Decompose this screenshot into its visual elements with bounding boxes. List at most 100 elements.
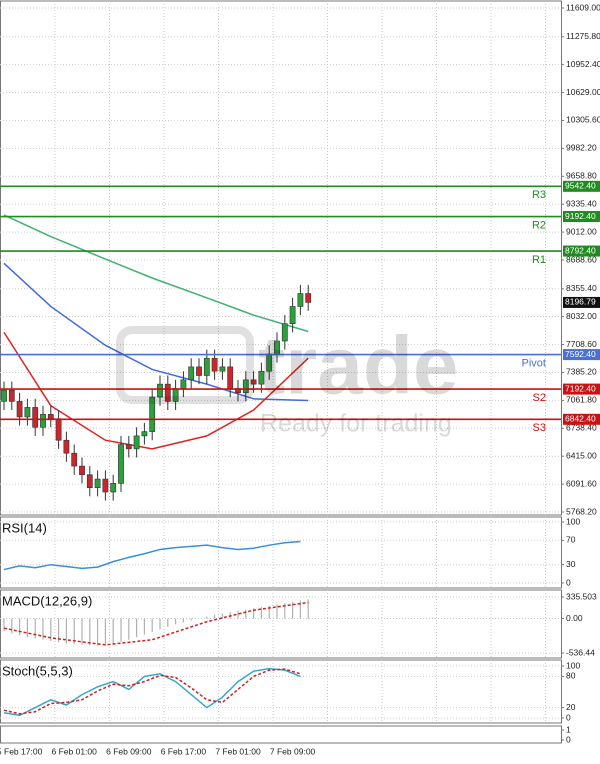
y-tick-label: 0 [566,734,571,744]
candle-body [55,418,62,441]
candle-body [40,414,46,428]
y-tick-label: 7708.60 [566,339,597,349]
y-tick-label: 80 [566,671,576,681]
candle-body [188,366,195,381]
watermark: trade Ready for trading [116,321,459,438]
indicator-line [3,262,309,402]
y-tick-label: 7061.80 [566,395,597,405]
indicator-line [3,668,301,715]
candle-body [32,407,39,428]
candle-body [180,379,187,389]
plot-area [3,667,301,717]
candle-body [79,465,85,476]
candle-body [227,366,234,389]
y-tick-label: 100 [566,660,580,670]
candle-body [164,383,171,402]
candle-body [250,379,257,385]
candle-body [289,306,296,325]
level-name: R3 [532,189,546,201]
level-label: 7592.40 [565,349,596,359]
candle-body [203,357,210,376]
last-price-box [563,296,600,308]
candle-body [8,389,15,402]
y-tick-label: 70 [566,535,576,545]
level-label-box [563,211,600,223]
y-tick-label: 9982.20 [566,143,597,153]
candle-body [47,414,54,419]
level-name: S3 [533,422,546,434]
y-tick-label: 30 [566,559,576,569]
y-tick-label: 8032.00 [566,311,597,321]
x-tick-label: 6 Feb 01:00 [52,746,98,756]
candle-body [196,366,202,376]
y-tick-label: 335.503 [566,591,597,601]
panel-title: RSI(14) [2,520,47,535]
panel-title: Stoch(5,5,3) [2,663,73,678]
x-tick-label: 6 Feb 17:00 [161,746,207,756]
panel-frame [0,516,562,589]
y-tick-label: 10629.00 [566,87,600,97]
y-tick-label: 5768.20 [566,506,597,516]
candle-body [110,483,117,493]
candle-body [63,439,70,454]
candle-body [118,444,124,484]
panel-title: MACD(12,26,9) [2,593,92,608]
y-tick-label: -536.44 [566,647,595,657]
candle-body [125,444,132,450]
y-tick-label: 1 [566,724,571,734]
candle-body [258,370,265,385]
level-name: R1 [532,254,546,266]
level-label: 7192.40 [565,383,596,393]
indicator-line [3,214,309,333]
level-label: 6842.40 [565,414,596,424]
candle-body [219,366,226,372]
x-tick-label: 5 Feb 17:00 [0,746,43,756]
candle-body [94,478,101,488]
plot-area [3,540,301,571]
y-tick-label: 11609.00 [566,2,600,12]
y-tick-label: 100 [566,516,580,526]
indicator-line [3,601,309,646]
last-price-label: 8196.79 [565,297,596,307]
y-tick-label: 0 [566,712,571,722]
level-label-box [563,245,600,257]
watermark-logo [116,326,254,404]
level-name: R2 [532,219,546,231]
y-tick-label: 8688.60 [566,254,597,264]
y-tick-label: 10305.60 [566,115,600,125]
x-tick-label: 7 Feb 01:00 [215,746,261,756]
indicator-line [3,667,301,717]
y-tick-label: 6091.60 [566,478,597,488]
plot-area [3,599,309,646]
level-label: 8792.40 [565,245,596,255]
candle-body [102,478,109,493]
panel-frame [0,659,562,724]
candle-body [281,323,288,342]
level-label-box [563,180,600,192]
panel-frame [0,0,562,516]
level-label-box [563,349,600,361]
y-tick-label: 0 [566,577,571,587]
candle-body [1,389,7,402]
y-tick-label: 7385.20 [566,367,597,377]
candle-body [242,379,249,394]
candle-body [149,396,156,432]
candle-body [24,407,31,418]
x-tick-label: 7 Feb 09:00 [270,746,316,756]
candle-body [211,357,218,372]
indicator-line [3,540,301,571]
candle-body [86,474,93,488]
candle-body [16,401,23,418]
level-label-box [563,383,600,395]
y-tick-label: 6415.00 [566,450,597,460]
y-tick-label: 10952.40 [566,59,600,69]
candle-body [141,431,148,437]
y-tick-label: 9335.40 [566,198,597,208]
y-tick-label: 6738.40 [566,423,597,433]
candle-body [71,452,78,467]
level-label-box [563,413,600,425]
candle-body [133,435,140,450]
candle-body [157,383,163,398]
candle-body [297,293,304,307]
